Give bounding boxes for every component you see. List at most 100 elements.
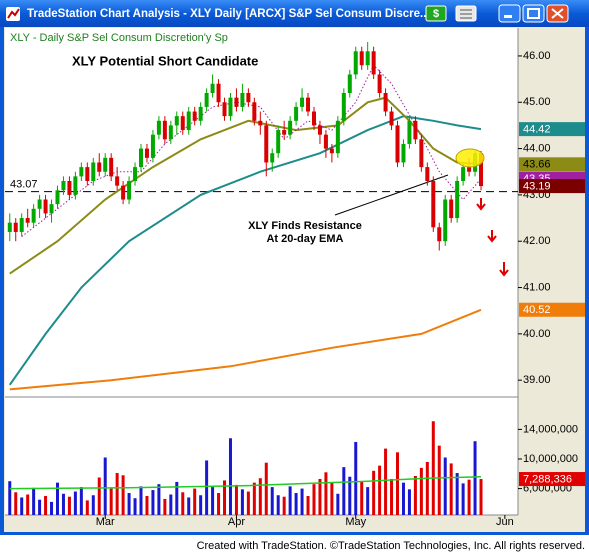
candle-body [186, 111, 191, 131]
highlight-ellipse [455, 148, 485, 168]
candle-body [461, 167, 466, 182]
volume-bar [425, 461, 429, 515]
x-tick-label: Apr [228, 516, 245, 528]
volume-bar [401, 482, 405, 515]
volume-bar [44, 495, 48, 515]
overlay [455, 148, 509, 277]
candle-body [317, 125, 322, 135]
volume-bar [127, 493, 131, 515]
volume-bar [366, 487, 370, 515]
volume-bar [145, 495, 149, 515]
candle-body [204, 92, 209, 107]
volume-bar [139, 486, 143, 515]
candle-body [133, 167, 138, 182]
settings-button[interactable] [455, 5, 477, 22]
volume-bar [61, 493, 65, 515]
candle-body [85, 167, 90, 182]
plot-area [5, 28, 518, 515]
down-arrow [499, 262, 509, 277]
candle-body [288, 120, 293, 135]
volume-bar [360, 481, 364, 515]
volume-bar [103, 457, 107, 515]
candle-body [258, 120, 263, 126]
volume-bar [449, 463, 453, 515]
candle-body [437, 227, 442, 242]
last-value-label: 43.66 [523, 159, 551, 171]
last-value-label: 43.19 [523, 181, 551, 193]
volume-bar [109, 488, 113, 515]
down-arrow [487, 230, 497, 243]
volume-bar [240, 489, 244, 515]
volume-bar [437, 445, 441, 515]
volume-bar [342, 467, 346, 515]
candle-body [91, 162, 96, 182]
candle-body [300, 97, 305, 107]
volume-bar [169, 494, 173, 515]
volume-bar [187, 497, 191, 515]
volume-bar [455, 473, 459, 515]
volume-bar [473, 441, 477, 515]
candle-body [216, 83, 221, 103]
volume-bar [443, 457, 447, 515]
candle-body [365, 51, 370, 66]
y-tick-label: 45.00 [523, 96, 551, 108]
volume-bar [133, 498, 137, 515]
volume-bar [294, 493, 298, 515]
candle-body [240, 92, 245, 107]
candle-body [73, 176, 78, 195]
volume-bar [211, 487, 215, 515]
volume-bar [324, 472, 328, 515]
volume-bar [50, 501, 54, 515]
chart-title: XLY Potential Short Candidate [72, 53, 258, 68]
candle-body [222, 102, 227, 117]
candle-body [55, 190, 60, 205]
volume-bar [461, 483, 465, 515]
volume-tick-label: 10,000,000 [523, 453, 578, 465]
candle-body [198, 106, 203, 121]
candle-body [156, 120, 161, 135]
candle-body [43, 199, 48, 214]
volume-bar [181, 492, 185, 515]
volume-bar [234, 484, 238, 515]
candle-body [97, 162, 102, 172]
candle-body [210, 83, 215, 93]
volume-bar [97, 477, 101, 515]
volume-bar [223, 480, 227, 515]
maximize-button[interactable] [522, 4, 545, 23]
volume-bar [228, 438, 232, 515]
candle-body [31, 208, 36, 223]
candle-body [19, 218, 24, 232]
candle-body [13, 222, 18, 232]
candle-body [139, 148, 144, 168]
volume-bar [175, 481, 179, 515]
volume-bar [121, 475, 125, 515]
volume-bar [354, 441, 358, 515]
candle-body [121, 185, 126, 200]
minimize-button[interactable] [498, 4, 521, 23]
moving-average [21, 64, 482, 237]
last-value-box [519, 179, 585, 194]
candle-body [395, 125, 400, 163]
candle-body [371, 51, 376, 75]
volume-bar [300, 488, 304, 515]
volume-bar [330, 482, 334, 515]
moving-average [8, 115, 482, 386]
close-button[interactable] [546, 4, 569, 23]
volume-bar [479, 479, 483, 515]
last-value-label: 7,288,336 [523, 473, 572, 485]
candle-body [401, 143, 406, 163]
volume-bar [413, 476, 417, 515]
volume-bar [258, 478, 262, 515]
candle-body [174, 116, 179, 126]
y-tick-label: 42.00 [523, 235, 551, 247]
candle-body [341, 92, 346, 121]
dollar-button[interactable]: $ [425, 5, 447, 22]
dollar-button-label: $ [433, 8, 439, 20]
volume-bar [384, 448, 388, 515]
volume-bar [336, 493, 340, 515]
candle-body [127, 181, 132, 200]
candle-body [383, 92, 388, 112]
moving-average [9, 96, 482, 275]
app-icon [6, 7, 20, 21]
last-value-box [519, 302, 585, 317]
